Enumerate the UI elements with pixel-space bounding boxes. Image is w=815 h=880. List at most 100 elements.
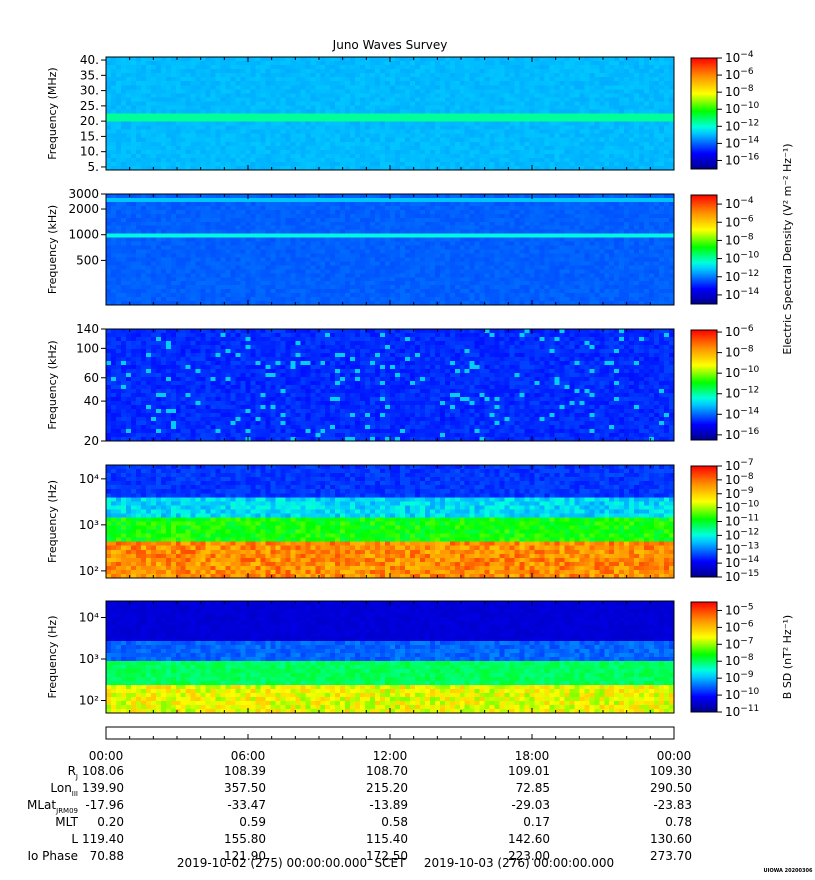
ephemeris-value: 142.60 — [508, 832, 550, 846]
ephemeris-label: LonIII — [50, 781, 78, 798]
colorbar-tick-label: 10−10 — [725, 101, 760, 116]
ephemeris-value: 139.90 — [82, 781, 124, 795]
y-tick-label: 15. — [80, 129, 99, 143]
ephemeris-value: 215.20 — [366, 781, 408, 795]
colorbar-tick-label: 10−8 — [725, 232, 754, 247]
colorbar-3: 10−16 10−14 10−12 10−10 10−8 10−6 — [690, 324, 760, 442]
y-tick-label: 5. — [88, 160, 99, 174]
y-tick-label: 10. — [80, 145, 99, 159]
heatmap-cells — [106, 57, 675, 171]
colorbar-tick-label: 10−14 — [725, 406, 760, 421]
ephemeris-value: 72.85 — [516, 781, 550, 795]
y-tick-label: 25. — [80, 99, 99, 113]
heatmap-cells — [106, 194, 675, 306]
ephemeris-value: 109.01 — [508, 764, 550, 778]
ephemeris-value: 273.70 — [650, 849, 692, 863]
colorbar-tick-label: 10−7 — [725, 458, 754, 473]
colorbar-scale — [690, 57, 718, 170]
ephemeris-value: 130.60 — [650, 832, 692, 846]
colorbar-tick-label: 10−7 — [725, 636, 754, 651]
time-tick-label: 06:00 — [231, 749, 266, 763]
y-tick-label: 10² — [79, 564, 99, 578]
ephemeris-label: MLT — [55, 815, 78, 829]
spectrogram-panel-4: 10² 10³ 10⁴ Frequency (Hz) 10−1510−1410−1310… — [46, 458, 760, 584]
colorbar-tick-label: 10−12 — [725, 118, 759, 133]
y-tick-label: 3000 — [68, 187, 99, 201]
ephemeris-value: 0.59 — [239, 815, 266, 829]
ephemeris-value: 70.88 — [90, 849, 124, 863]
ephemeris-value: 155.80 — [224, 832, 266, 846]
heatmap-cells — [106, 601, 675, 714]
y-tick-label: 10³ — [79, 518, 99, 532]
colorbar-tick-label: 10−6 — [725, 214, 754, 229]
colorbar-tick-label: 10−9 — [725, 670, 754, 685]
footer-end-time: 2019-10-03 (276) 00:00:00.000 — [424, 856, 614, 870]
ephemeris-value: 109.30 — [650, 764, 692, 778]
colorbar-tick-label: 10−6 — [725, 67, 754, 82]
y-tick-label: 140 — [76, 322, 99, 336]
figure-title: Juno Waves Survey — [332, 38, 448, 52]
colorbar-tick-label: 10−4 — [725, 50, 754, 65]
ephemeris-value: -23.83 — [653, 798, 692, 812]
y-tick-label: 40 — [84, 394, 99, 408]
colorbar-tick-label: 10−12 — [725, 527, 759, 542]
time-tick-label: 00:00 — [657, 749, 692, 763]
colorbar-tick-label: 10−8 — [725, 84, 754, 99]
ephemeris-value: 172.50 — [366, 849, 408, 863]
colorbar-tick-label: 10−10 — [725, 687, 760, 702]
ephemeris-value: 108.06 — [82, 764, 124, 778]
colorbar-tick-label: 10−10 — [725, 365, 760, 380]
heatmap-cells — [106, 329, 675, 442]
colorbar-tick-label: 10−8 — [725, 345, 754, 360]
ephemeris-value: 119.40 — [82, 832, 124, 846]
y-tick-label: 10² — [79, 694, 99, 708]
ephemeris-value: 115.40 — [366, 832, 408, 846]
y-tick-label: 10⁴ — [79, 611, 99, 625]
ephemeris-value: 0.58 — [381, 815, 408, 829]
colorbar-scale — [690, 329, 718, 441]
y-axis-label: Frequency (Hz) — [46, 480, 59, 563]
colorbar-tick-label: 10−12 — [725, 269, 759, 284]
colorbar-2: 10−14 10−12 10−10 10−8 10−6 10−4 — [690, 194, 760, 305]
ephemeris-value: 223.00 — [508, 849, 550, 863]
colorbar-tick-label: 10−14 — [725, 135, 760, 150]
y-tick-label: 30. — [80, 84, 99, 98]
footer-start-time: 2019-10-02 (275) 00:00:00.000 — [177, 856, 367, 870]
y-tick-label: 20. — [80, 114, 99, 128]
y-tick-label: 35. — [80, 68, 99, 82]
ephemeris-value: 290.50 — [650, 781, 692, 795]
time-tick-label: 12:00 — [373, 749, 408, 763]
time-tick-label: 18:00 — [515, 749, 550, 763]
ephemeris-value: 0.20 — [97, 815, 124, 829]
colorbar-tick-label: 10−13 — [725, 541, 759, 556]
colorbar-axis-label: Electric Spectral Density (V² m⁻² Hz⁻¹) — [781, 143, 794, 354]
colorbar-scale — [690, 194, 718, 305]
colorbar-tick-label: 10−11 — [725, 704, 759, 719]
colorbar-tick-label: 10−9 — [725, 486, 754, 501]
colorbar-4: 10−1510−1410−1310−1210−1110−1010−910−810… — [690, 458, 760, 584]
colorbar-tick-label: 10−6 — [725, 619, 754, 634]
colorbar-tick-label: 10−10 — [725, 251, 760, 266]
y-tick-label: 100 — [76, 341, 99, 355]
ephemeris-value: -29.03 — [511, 798, 550, 812]
time-tick-label: 00:00 — [89, 749, 124, 763]
colorbar-tick-label: 10−10 — [725, 500, 760, 515]
y-tick-label: 1000 — [68, 228, 99, 242]
footer-scet-label: SCET — [375, 856, 407, 870]
y-tick-label: 10⁴ — [79, 472, 99, 486]
colorbar-tick-label: 10−11 — [725, 514, 759, 529]
ephemeris-value: 108.70 — [366, 764, 408, 778]
time-axis: 00:00 06:00 12:00 18:00 00:00 — [89, 726, 692, 763]
ephemeris-value: 0.78 — [665, 815, 692, 829]
ephemeris-value: 357.50 — [224, 781, 266, 795]
y-tick-label: 2000 — [68, 202, 99, 216]
version-stamp: UIOWA 20200306 — [764, 868, 813, 874]
colorbar-tick-label: 10−8 — [725, 653, 754, 668]
colorbar-tick-label: 10−8 — [725, 472, 754, 487]
ephemeris-value: -33.47 — [227, 798, 266, 812]
colorbar-tick-label: 10−14 — [725, 287, 760, 302]
